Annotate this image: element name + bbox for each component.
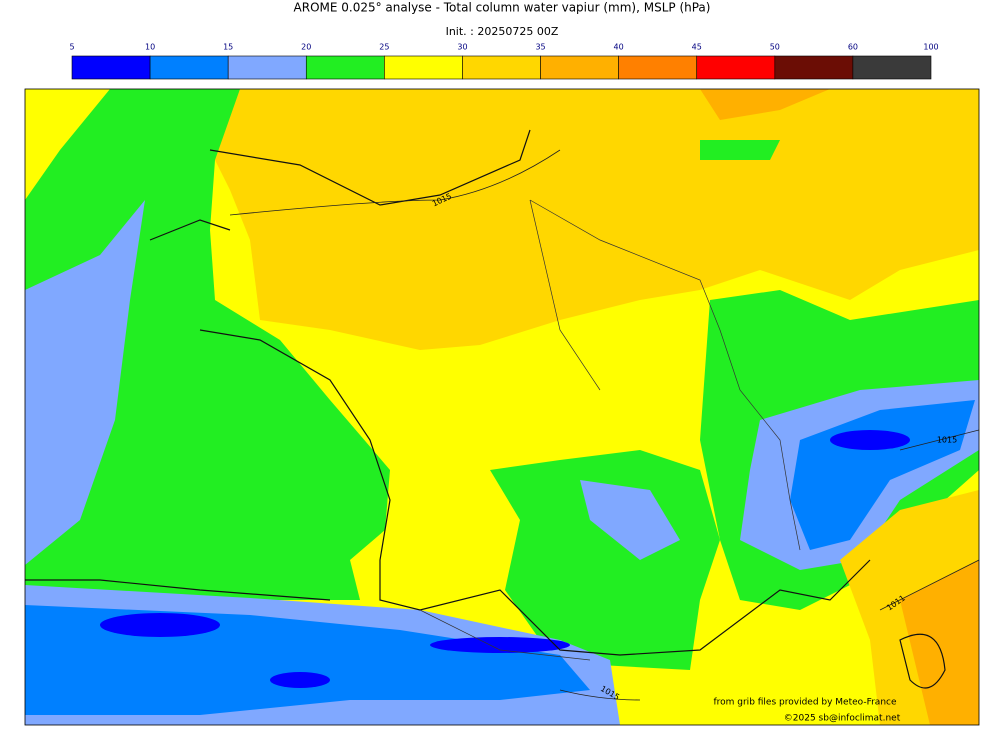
credit: from grib files provided by Meteo-France [713,698,896,708]
colorbar-tick-label: 100 [923,43,938,52]
colorbar-tick-label: 15 [223,43,233,52]
colorbar-tick-label: 10 [145,43,155,52]
colorbar-segment [774,55,854,80]
field-alps-peak [830,430,910,450]
colorbar-tick-label: 25 [379,43,389,52]
colorbar-tick-label: 30 [457,43,467,52]
field-green-west [25,89,390,600]
colorbar-tick-label: 45 [692,43,702,52]
colorbar-tick-label: 40 [614,43,624,52]
colorbar-segment [540,55,619,80]
colorbar: 5 10 15 20 25 30 35 40 45 50 60 100 [69,43,939,80]
colorbar-segment [462,55,541,80]
field-dark-3 [430,637,570,653]
credit: ©2025 sb@infoclimat.net [784,714,901,724]
field-dark-2 [270,672,330,688]
colorbar-tick-label: 20 [301,43,311,52]
colorbar-segment [305,55,385,80]
field-gold [200,89,979,350]
map: 1015 1015 1011 1015 from grib files prov… [25,89,979,725]
field-yellow-coast [25,89,110,200]
colorbar-segment [852,55,932,80]
isobar-label: 1015 [937,436,957,445]
colorbar-tick-label: 5 [69,43,74,52]
borders [419,199,801,661]
field-orange [700,89,830,120]
colorbar-segment [618,55,698,80]
isobars [229,149,979,701]
map-frame [24,88,980,726]
field-green-ne [700,140,979,360]
colorbar-segment [149,55,229,80]
colorbar-segment [71,55,151,80]
title: AROME 0.025° analyse - Total column wate… [294,1,711,15]
field-orange-se [900,560,979,725]
field-green-south [490,450,720,670]
colorbar-tick-label: 50 [770,43,780,52]
colorbar-segment [227,55,307,80]
init-time: Init. : 20250725 00Z [446,25,559,38]
colorbar-tick-label: 35 [535,43,545,52]
field-dark-1 [100,613,220,637]
field-lightblue-south [580,480,680,560]
colorbar-segment [384,55,463,80]
colorbar-tick-label: 60 [848,43,858,52]
colorbar-segment [696,55,776,80]
field-ocean [25,200,145,565]
